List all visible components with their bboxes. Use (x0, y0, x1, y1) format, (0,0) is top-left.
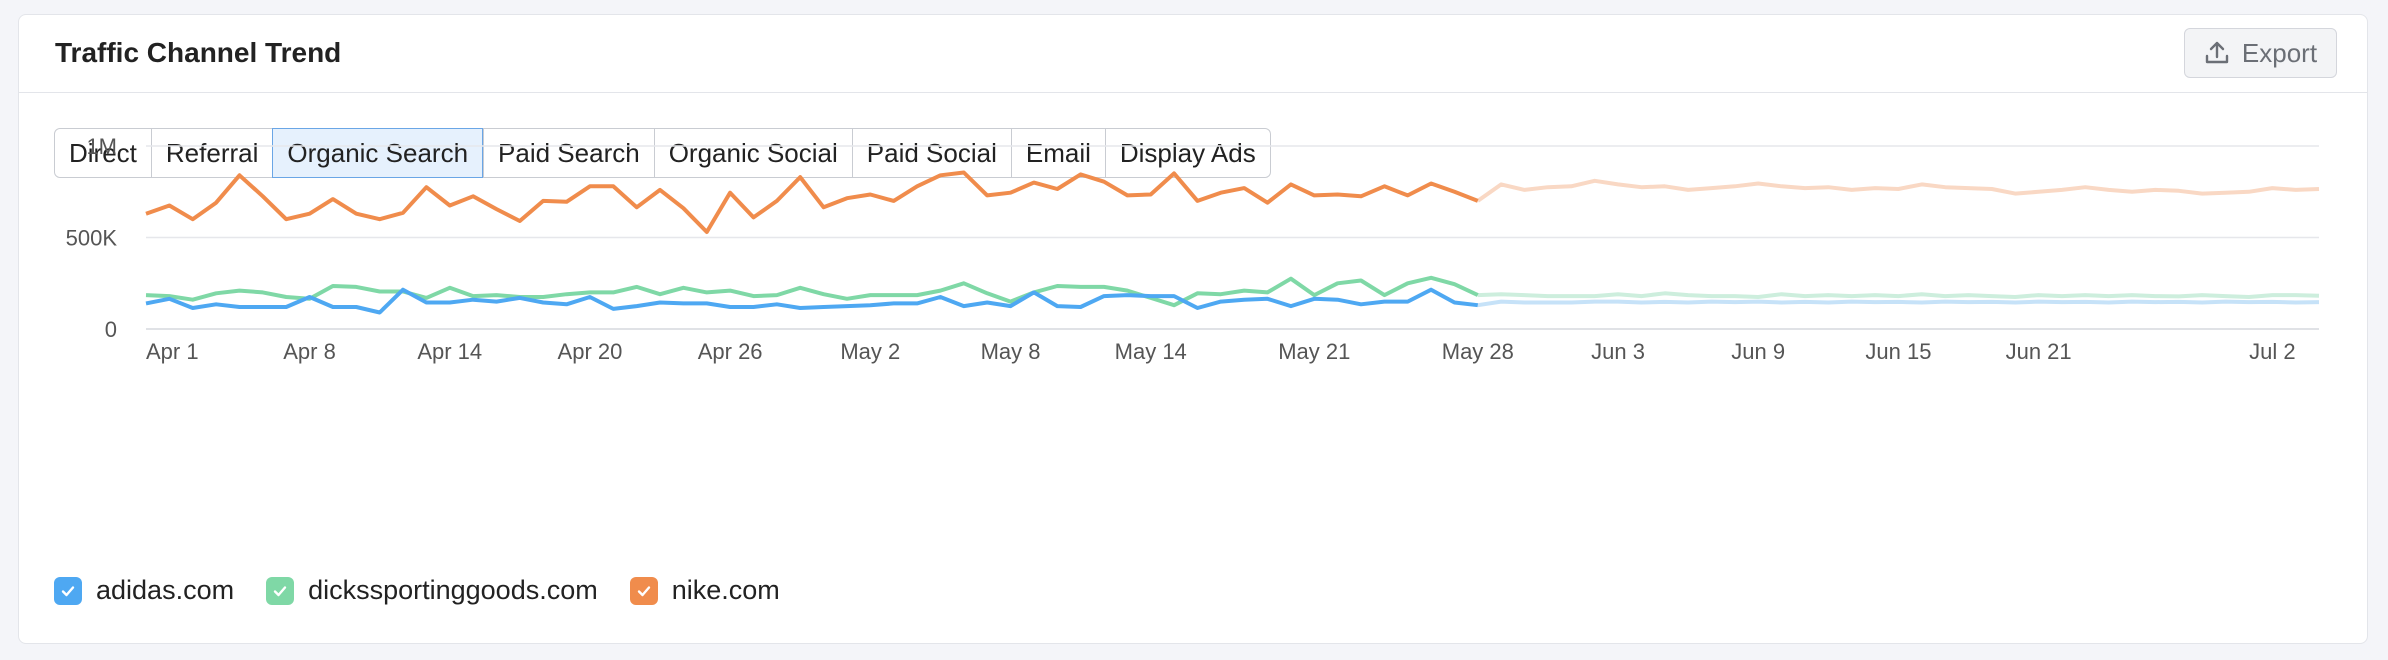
legend-item[interactable]: adidas.com (54, 575, 234, 606)
series-forecast-line (1477, 299, 2320, 308)
tab-email[interactable]: Email (1010, 129, 1105, 177)
export-label: Export (2241, 37, 2318, 68)
upload-icon (2204, 40, 2230, 66)
x-tick-label: Apr 14 (417, 339, 482, 364)
legend-label: dickssportinggoods.com (308, 575, 598, 605)
card-title: Traffic Channel Trend (55, 37, 342, 68)
x-tick-label: Jun 3 (1591, 339, 1645, 364)
series-line[interactable] (145, 287, 1479, 315)
checkbox-checked-icon[interactable] (266, 576, 295, 605)
x-tick-label: May 28 (1442, 339, 1514, 364)
x-tick-label: Jun 21 (2006, 339, 2072, 364)
legend-label: nike.com (671, 575, 780, 605)
legend-label: adidas.com (96, 575, 235, 605)
series-forecast-line (1476, 178, 2320, 203)
x-tick-label: May 21 (1278, 339, 1350, 364)
x-tick-label: May 8 (981, 339, 1041, 364)
channel-tabs: Direct Referral Organic Search Paid Search O… (54, 128, 1271, 178)
series-line[interactable] (145, 170, 1479, 234)
y-tick-label: 1M (86, 134, 117, 159)
y-tick-label: 500K (66, 226, 118, 251)
tab-display-ads[interactable]: Display Ads (1104, 129, 1270, 177)
tab-referral[interactable]: Referral (150, 129, 273, 177)
x-tick-label: Apr 8 (283, 339, 336, 364)
x-tick-label: May 2 (840, 339, 900, 364)
trend-chart: 0 500K 1M Apr 1 Apr 8 Apr 14 Apr 20 Apr 26 May 2… (66, 134, 2320, 364)
x-tick-label: Jun 15 (1865, 339, 1931, 364)
x-tick-label: Apr 26 (698, 339, 763, 364)
tab-paid-search[interactable]: Paid Search (483, 129, 654, 177)
chart-legend: adidas.com dickssportinggoods.com nike.com (54, 575, 780, 606)
x-tick-label: Apr 20 (558, 339, 623, 364)
x-tick-label: Apr 1 (146, 339, 199, 364)
series-forecast-line (1477, 291, 2320, 299)
x-tick-label: Jul 2 (2249, 339, 2295, 364)
x-tick-label: May 14 (1115, 339, 1187, 364)
tab-direct[interactable]: Direct (55, 129, 151, 177)
y-tick-label: 0 (105, 317, 117, 342)
x-tick-label: Jun 9 (1731, 339, 1785, 364)
traffic-channel-trend-card: Traffic Channel Trend Export Direct Refer… (18, 14, 2368, 644)
tab-organic-search[interactable]: Organic Search (272, 128, 484, 178)
card-header: Traffic Channel Trend Export (19, 15, 2367, 93)
tab-paid-social[interactable]: Paid Social (851, 129, 1011, 177)
legend-item[interactable]: dickssportinggoods.com (266, 575, 598, 606)
series-line[interactable] (145, 275, 1479, 308)
export-button[interactable]: Export (2184, 28, 2337, 78)
checkbox-checked-icon[interactable] (629, 576, 658, 605)
checkbox-checked-icon[interactable] (54, 576, 82, 605)
legend-item[interactable]: nike.com (629, 575, 780, 606)
tab-organic-social[interactable]: Organic Social (653, 129, 852, 177)
